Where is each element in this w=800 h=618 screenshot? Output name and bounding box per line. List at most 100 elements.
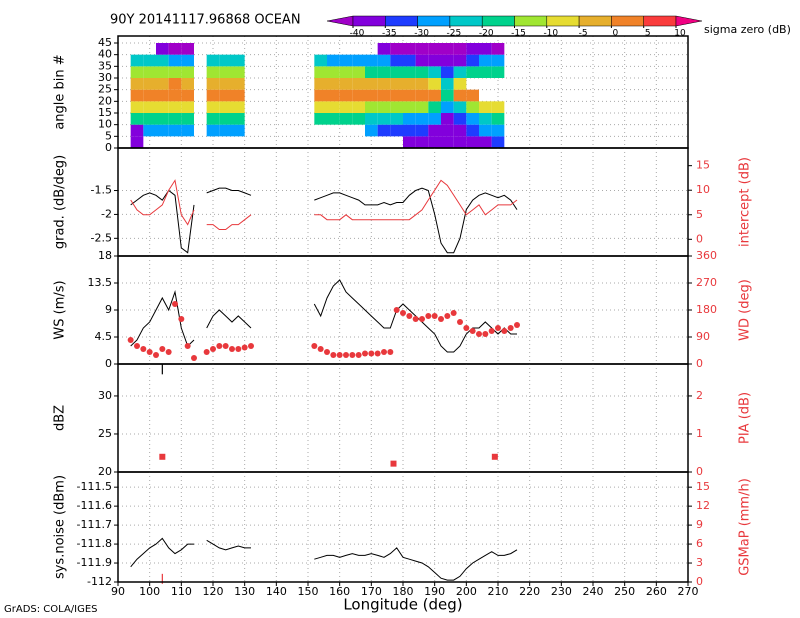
heatmap-cell: [206, 124, 220, 137]
heatmap-cell: [365, 89, 378, 102]
series-point: [178, 316, 185, 322]
heatmap-cell: [327, 78, 340, 90]
heatmap-cell: [181, 101, 194, 113]
heatmap-cell: [352, 101, 365, 113]
series-point: [412, 316, 419, 322]
heatmap-cell: [377, 78, 391, 90]
series-point: [311, 343, 318, 349]
heatmap-cell: [314, 66, 327, 78]
heatmap-cell: [314, 89, 327, 102]
heatmap-cell: [339, 113, 353, 125]
heatmap-cell: [365, 101, 378, 113]
heatmap-cell: [219, 54, 232, 67]
heatmap-cell: [479, 66, 492, 78]
y-tick-label: 4.5: [95, 330, 113, 343]
y-tick-label: 15: [98, 106, 112, 119]
y2-tick-label: 270: [696, 276, 717, 289]
heatmap-cell: [428, 124, 441, 137]
y-tick-label: -111.5: [77, 480, 112, 493]
heatmap-cell: [156, 78, 169, 90]
heatmap-cell: [390, 113, 403, 125]
y-tick-label: 0: [105, 357, 112, 370]
heatmap-cell: [453, 78, 467, 90]
heatmap-cell: [377, 54, 391, 67]
heatmap-cell: [181, 78, 194, 90]
colorbar-label: 5: [645, 29, 651, 39]
heatmap-cell: [168, 101, 182, 113]
x-tick-label: 220: [519, 585, 540, 598]
y-tick-label: 5: [105, 129, 112, 142]
series-point: [431, 313, 438, 319]
heatmap-cell: [232, 101, 245, 113]
x-tick-label: 110: [171, 585, 192, 598]
heatmap-cell: [143, 89, 156, 102]
heatmap-cell: [352, 54, 365, 67]
heatmap-cell: [181, 54, 194, 67]
heatmap-cell: [130, 89, 144, 102]
heatmap-cell: [143, 66, 156, 78]
heatmap-cell: [130, 136, 144, 148]
heatmap-cell: [232, 66, 245, 78]
heatmap-cell: [232, 89, 245, 102]
series-point: [241, 344, 248, 351]
series-point: [222, 343, 229, 349]
y-tick-label: 30: [98, 71, 112, 84]
heatmap-cell: [206, 78, 220, 90]
series-point: [476, 331, 482, 337]
colorbar-label: 0: [613, 29, 619, 39]
heatmap-cell: [219, 66, 232, 78]
x-tick-label: 240: [583, 585, 604, 598]
series-point: [330, 352, 337, 358]
heatmap-cell: [314, 54, 327, 67]
y2-tick-label: 3: [696, 556, 703, 569]
series-point: [406, 313, 413, 319]
heatmap-cell: [314, 101, 327, 113]
y-tick-label: -111.7: [77, 518, 112, 531]
heatmap-cell: [428, 78, 441, 90]
heatmap-cell: [428, 136, 441, 148]
x-tick-label: 260: [646, 585, 667, 598]
heatmap-cell: [453, 54, 467, 67]
heatmap-cell: [168, 78, 182, 90]
heatmap-cell: [466, 124, 479, 137]
y-axis-label: sys.noise (dBm): [53, 475, 68, 579]
heatmap-cell: [491, 136, 505, 148]
heatmap-cell: [365, 113, 378, 125]
y2-tick-label: 15: [696, 480, 710, 493]
heatmap-cell: [390, 43, 403, 55]
heatmap-cell: [479, 124, 492, 137]
heatmap-cell: [327, 66, 340, 78]
heatmap-cell: [219, 78, 232, 90]
colorbar-label: -5: [579, 29, 588, 39]
x-tick-label: 130: [234, 585, 255, 598]
heatmap-cell: [441, 43, 454, 55]
heatmap-cell: [352, 113, 365, 125]
series-point: [438, 316, 444, 322]
heatmap-cell: [339, 66, 353, 78]
heatmap-cell: [453, 66, 467, 78]
colorbar-title: sigma zero (dB): [704, 23, 791, 36]
heatmap-cell: [327, 54, 340, 67]
colorbar-swatch: [385, 15, 418, 27]
heatmap-cell: [130, 66, 144, 78]
series-point: [134, 343, 140, 349]
heatmap-cell: [181, 66, 194, 78]
series-point: [172, 301, 178, 307]
heatmap-cell: [415, 113, 429, 125]
y-axis-label: WS (m/s): [53, 280, 68, 339]
x-tick-label: 150: [298, 585, 319, 598]
heatmap-cell: [441, 78, 454, 90]
series-point: [381, 349, 387, 355]
colorbar-swatch: [643, 15, 677, 27]
heatmap-cell: [365, 78, 378, 90]
series-point: [514, 322, 520, 328]
heatmap-cell: [327, 89, 340, 102]
y-tick-label: 25: [98, 83, 112, 96]
colorbar-swatch: [578, 15, 612, 27]
heatmap-cell: [339, 89, 353, 102]
series-point: [248, 343, 254, 349]
heatmap-cell: [415, 101, 429, 113]
y-tick-label: -111.6: [77, 499, 112, 512]
series-point: [165, 349, 172, 355]
colorbar-label: -30: [414, 29, 429, 39]
